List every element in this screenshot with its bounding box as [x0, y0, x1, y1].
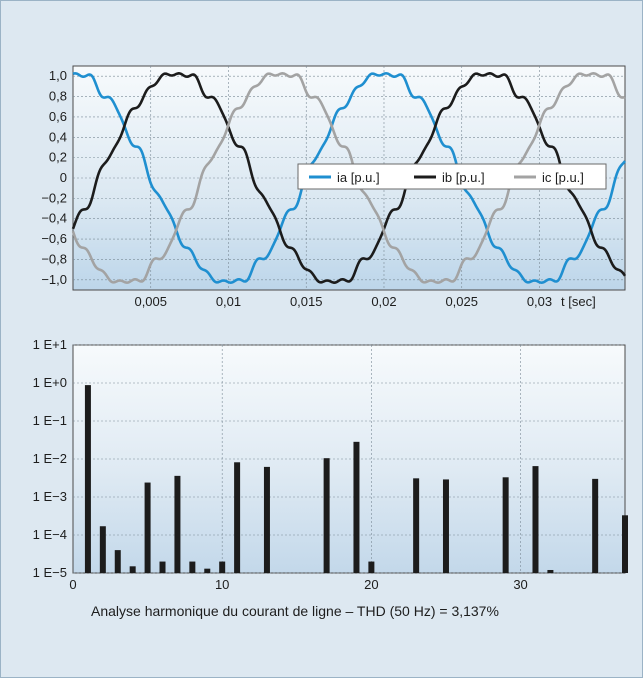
spectrum-bars	[84, 385, 628, 573]
harmonic-bar-7	[174, 475, 181, 573]
harmonic-bar-29	[502, 477, 509, 573]
waveform-y-tick-label: 0,2	[49, 150, 67, 165]
waveform-y-tick-label: −0,4	[41, 211, 67, 226]
waveform-y-tick-label: 0	[60, 170, 67, 185]
spectrum-caption: Analyse harmonique du courant de ligne –…	[91, 603, 499, 619]
harmonic-bar-5	[144, 482, 151, 573]
waveform-x-tick-label: 0,03	[527, 294, 552, 309]
spectrum-y-tick-label: 1 E+0	[33, 375, 67, 390]
waveform-x-tick-label: 0,015	[290, 294, 323, 309]
harmonic-bar-25	[442, 479, 449, 573]
waveform-x-tick-label: 0,01	[216, 294, 241, 309]
spectrum-x-tick-label: 30	[513, 577, 527, 592]
waveform-x-tick-label: 0,02	[371, 294, 396, 309]
harmonic-bar-4	[129, 566, 136, 573]
spectrum-y-tick-label: 1 E−3	[33, 489, 67, 504]
spectrum-y-tick-label: 1 E−4	[33, 527, 67, 542]
harmonic-bar-20	[368, 561, 375, 573]
waveform-y-tick-label: −0,2	[41, 190, 67, 205]
waveform-y-tick-label: −0,6	[41, 231, 67, 246]
spectrum-x-tick-label: 20	[364, 577, 378, 592]
spectrum-x-tick-label: 10	[215, 577, 229, 592]
legend-label-ia: ia [p.u.]	[337, 170, 380, 185]
harmonic-bar-8	[189, 561, 196, 573]
spectrum-x-tick-labels: 0 10 20 30	[69, 577, 527, 592]
waveform-x-axis-label: t [sec]	[561, 294, 596, 309]
legend-label-ib: ib [p.u.]	[442, 170, 485, 185]
harmonic-bar-6	[159, 561, 166, 573]
harmonic-bar-23	[413, 478, 420, 573]
series-line-ib	[71, 72, 627, 284]
harmonic-bar-35	[592, 478, 599, 573]
waveform-y-tick-labels: 1,0 0,8 0,6 0,4 0,2 0 −0,2 −0,4 −0,6 −0,8 −1,0	[41, 68, 67, 287]
waveform-y-tick-label: 1,0	[49, 68, 67, 83]
spectrum-y-tick-label: 1 E−5	[33, 565, 67, 580]
waveform-y-tick-label: −1,0	[41, 272, 67, 287]
waveform-y-tick-label: 0,4	[49, 129, 67, 144]
harmonic-bar-9	[204, 568, 211, 573]
harmonic-bar-1	[84, 385, 91, 573]
spectrum-x-tick-label: 0	[69, 577, 76, 592]
harmonic-bar-11	[234, 462, 241, 573]
harmonic-bar-2	[99, 526, 106, 573]
legend-label-ic: ic [p.u.]	[542, 170, 584, 185]
harmonic-spectrum-chart: 1 E+1 1 E+0 1 E−1 1 E−2 1 E−3 1 E−4 1 E−5 0 10 2…	[33, 337, 628, 619]
series-line-ic	[71, 72, 626, 284]
waveform-y-tick-label: −0,8	[41, 251, 67, 266]
waveform-y-tick-label: 0,6	[49, 109, 67, 124]
harmonic-bar-31	[532, 466, 539, 573]
legend-box	[297, 163, 607, 190]
spectrum-y-tick-label: 1 E+1	[33, 337, 67, 352]
spectrum-y-tick-labels: 1 E+1 1 E+0 1 E−1 1 E−2 1 E−3 1 E−4 1 E−5	[33, 337, 67, 580]
harmonic-bar-19	[353, 441, 360, 573]
waveform-x-tick-labels: 0,005 0,01 0,015 0,02 0,025 0,03	[134, 294, 552, 309]
harmonic-bar-32	[547, 569, 554, 573]
harmonic-bar-37	[622, 515, 628, 573]
waveform-y-tick-label: 0,8	[49, 89, 67, 104]
waveform-x-tick-label: 0,005	[134, 294, 167, 309]
spectrum-y-tick-label: 1 E−2	[33, 451, 67, 466]
harmonic-bar-13	[263, 466, 270, 573]
harmonic-bar-10	[219, 561, 226, 573]
waveform-chart: 1,0 0,8 0,6 0,4 0,2 0 −0,2 −0,4 −0,6 −0,8 −1,0 0,0…	[41, 65, 627, 309]
spectrum-y-tick-label: 1 E−1	[33, 413, 67, 428]
harmonic-bar-3	[114, 550, 121, 573]
waveform-x-tick-label: 0,025	[445, 294, 478, 309]
harmonic-bar-17	[323, 458, 330, 573]
waveform-legend: ia [p.u.] ib [p.u.] ic [p.u.]	[297, 163, 607, 190]
waveform-series	[71, 72, 627, 284]
series-line-ia	[72, 72, 627, 284]
